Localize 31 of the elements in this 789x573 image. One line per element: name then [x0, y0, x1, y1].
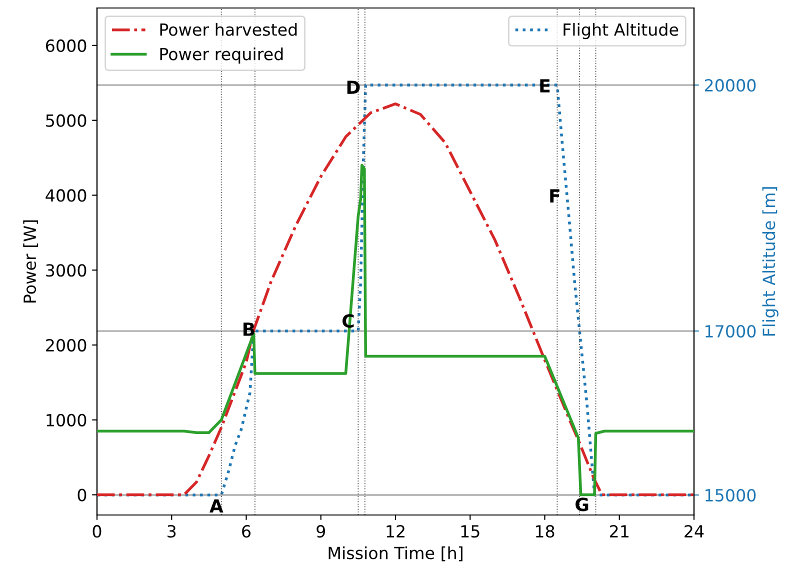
- x-tick-label: 0: [92, 525, 102, 538]
- x-tick-label: 12: [386, 525, 404, 538]
- line-series: [97, 164, 694, 496]
- legend-label: Power required: [160, 47, 283, 64]
- y2-tick-label: 20000: [704, 79, 756, 92]
- annotation: F: [550, 189, 560, 202]
- y-tick-label: 4000: [46, 189, 86, 202]
- y-axis-title: Power [W]: [23, 220, 38, 302]
- y-tick-label: 2000: [46, 338, 86, 352]
- x-tick-label: 21: [610, 525, 628, 538]
- annotation: E: [540, 79, 550, 92]
- annotation: G: [576, 498, 588, 512]
- x-axis-title: Mission Time [h]: [328, 546, 462, 562]
- y2-tick-label: 15000: [706, 488, 756, 502]
- x-tick-label: 3: [168, 525, 176, 538]
- y-tick-label: 5000: [46, 114, 86, 127]
- x-tick-label: 6: [242, 525, 251, 538]
- y2-tick-label: 17000: [706, 324, 756, 338]
- y-tick-label: 3000: [46, 264, 86, 277]
- legend-label: Power harvested: [160, 23, 297, 36]
- legend-label: Flight Altitude: [564, 23, 678, 40]
- annotation: D: [347, 80, 360, 94]
- y2-axis-title: Flight Altitude [m]: [762, 187, 778, 336]
- y-tick-label: 0: [78, 488, 86, 502]
- y-tick-label: 1000: [46, 414, 86, 426]
- x-tick-label: 24: [684, 525, 704, 538]
- x-tick-label: 9: [316, 525, 326, 538]
- y-tick-label: 6000: [46, 39, 86, 52]
- x-tick-label: 18: [536, 525, 554, 538]
- annotation: A: [210, 499, 224, 512]
- x-tick-label: 15: [461, 525, 480, 538]
